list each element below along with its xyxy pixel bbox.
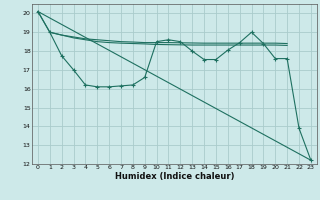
X-axis label: Humidex (Indice chaleur): Humidex (Indice chaleur) bbox=[115, 172, 234, 181]
